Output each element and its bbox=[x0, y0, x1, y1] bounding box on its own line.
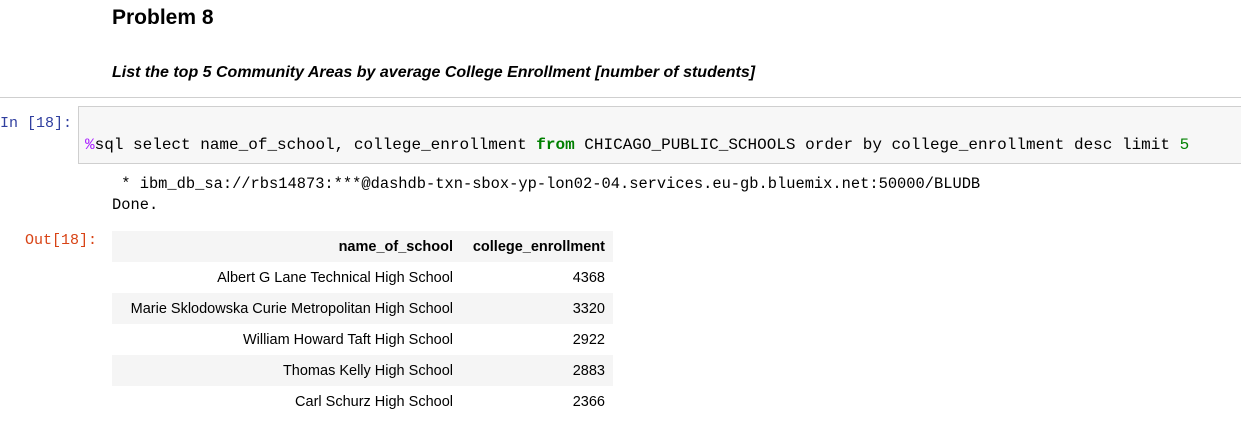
school-name-cell: Thomas Kelly High School bbox=[112, 355, 461, 386]
done-line: Done. bbox=[112, 196, 159, 214]
limit-number: 5 bbox=[1179, 136, 1190, 154]
school-name-cell: Carl Schurz High School bbox=[112, 386, 461, 417]
table-header-row: name_of_school college_enrollment bbox=[112, 231, 613, 262]
result-table: name_of_school college_enrollment Albert… bbox=[112, 231, 613, 417]
markdown-title: Problem 8 bbox=[112, 6, 214, 29]
code-text-2: CHICAGO_PUBLIC_SCHOOLS order by college_… bbox=[574, 136, 1180, 154]
school-name-cell: Marie Sklodowska Curie Metropolitan High… bbox=[112, 293, 461, 324]
school-name-cell: Albert G Lane Technical High School bbox=[112, 262, 461, 293]
sql-magic: % bbox=[85, 136, 95, 154]
table-row: Carl Schurz High School 2366 bbox=[112, 386, 613, 417]
enrollment-cell: 2922 bbox=[461, 324, 613, 355]
table-row: Thomas Kelly High School 2883 bbox=[112, 355, 613, 386]
school-name-cell: William Howard Taft High School bbox=[112, 324, 461, 355]
table-row: Albert G Lane Technical High School 4368 bbox=[112, 262, 613, 293]
markdown-subtitle: List the top 5 Community Areas by averag… bbox=[112, 64, 756, 81]
enrollment-cell: 3320 bbox=[461, 293, 613, 324]
table-row: William Howard Taft High School 2922 bbox=[112, 324, 613, 355]
table-row: Marie Sklodowska Curie Metropolitan High… bbox=[112, 293, 613, 324]
code-text-1: sql select name_of_school, college_enrol… bbox=[94, 136, 537, 154]
enrollment-cell: 2366 bbox=[461, 386, 613, 417]
cell-divider bbox=[0, 97, 1241, 98]
keyword-from: from bbox=[536, 136, 575, 154]
connection-line: * ibm_db_sa://rbs14873:***@dashdb-txn-sb… bbox=[112, 175, 981, 193]
column-header-college-enrollment: college_enrollment bbox=[461, 231, 613, 262]
enrollment-cell: 4368 bbox=[461, 262, 613, 293]
code-cell[interactable]: %sql select name_of_school, college_enro… bbox=[78, 106, 1241, 164]
enrollment-cell: 2883 bbox=[461, 355, 613, 386]
input-prompt: In [18]: bbox=[0, 115, 73, 132]
output-prompt: Out[18]: bbox=[24, 232, 97, 249]
code-line[interactable]: %sql select name_of_school, college_enro… bbox=[85, 135, 1189, 155]
stream-output: * ibm_db_sa://rbs14873:***@dashdb-txn-sb… bbox=[112, 174, 980, 216]
column-header-name-of-school: name_of_school bbox=[112, 231, 461, 262]
